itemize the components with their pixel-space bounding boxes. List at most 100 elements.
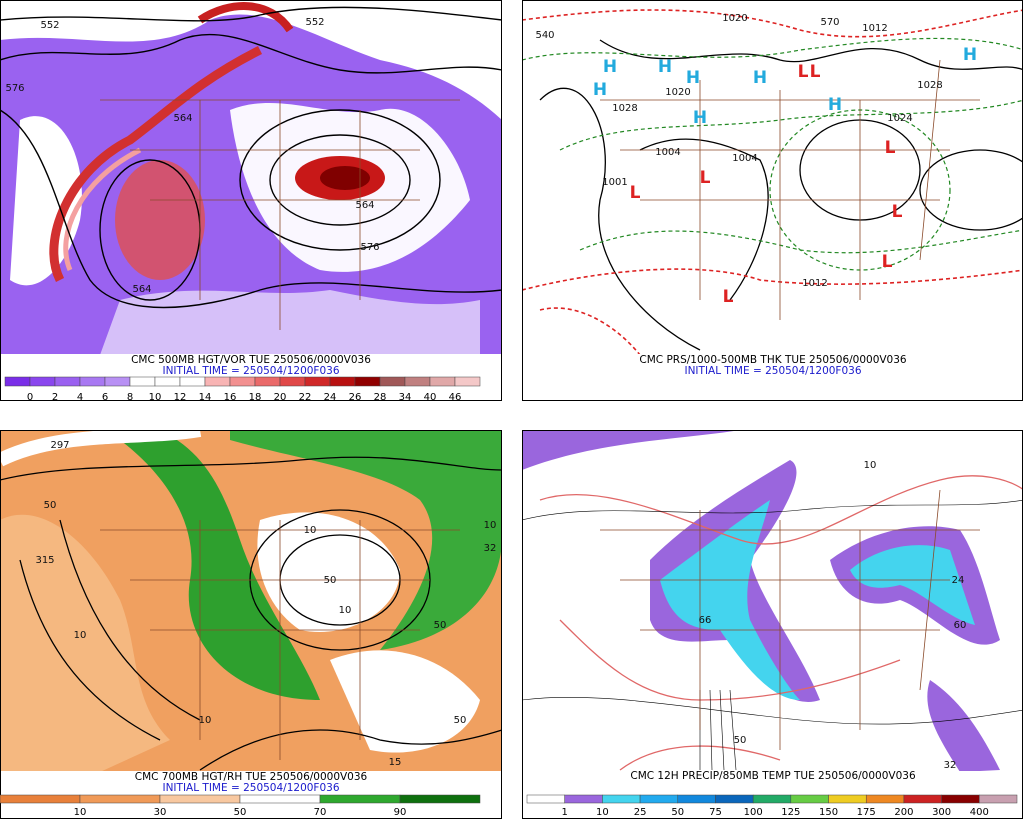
map-label: L: [798, 62, 809, 82]
map-label: 570: [820, 17, 839, 28]
map-label: 50: [44, 500, 57, 511]
colorbar-swatch: [79, 376, 106, 387]
map-label: 32: [944, 760, 957, 771]
map-label: 1028: [612, 103, 637, 114]
map-label: 10: [864, 460, 877, 471]
map-label: 552: [40, 20, 59, 31]
map-label: 1004: [655, 147, 680, 158]
map-label: 315: [35, 555, 54, 566]
colorbar-label: 200: [894, 807, 913, 818]
map-label: 50: [434, 620, 447, 631]
colorbar-swatch: [0, 794, 81, 804]
colorbar-swatch: [319, 794, 401, 804]
colorbar-swatch: [239, 794, 321, 804]
colorbar-swatch: [454, 376, 481, 387]
colorbar-swatch: [304, 376, 331, 387]
colorbar-swatch: [602, 794, 641, 804]
colorbar-label: 26: [349, 392, 362, 403]
colorbar-swatch: [429, 376, 456, 387]
map-label: L: [630, 183, 641, 203]
colorbar-label: 25: [634, 807, 647, 818]
map-label: 24: [952, 575, 965, 586]
map-label: 576: [360, 242, 379, 253]
colorbar-swatch: [154, 376, 181, 387]
colorbar-label: 22: [299, 392, 312, 403]
map-label: 1020: [665, 87, 690, 98]
colorbar-label: 10: [596, 807, 609, 818]
map-pressure: [523, 1, 1023, 354]
initial-time: INITIAL TIME = 250504/1200F036: [162, 365, 339, 377]
map-label: H: [686, 68, 700, 88]
map-label: 10: [484, 520, 497, 531]
colorbar-label: 30: [154, 807, 167, 818]
colorbar-swatch: [379, 376, 406, 387]
colorbar-swatch: [828, 794, 867, 804]
colorbar-label: 0: [27, 392, 33, 403]
colorbar-swatch: [204, 376, 231, 387]
colorbar-label: 150: [819, 807, 838, 818]
map-label: 1004: [732, 153, 757, 164]
panel-frame: [522, 0, 1023, 401]
colorbar-swatch: [179, 376, 206, 387]
colorbar-swatch: [329, 376, 356, 387]
map-label: 1020: [722, 13, 747, 24]
map-label: 1028: [917, 80, 942, 91]
colorbar-swatch: [354, 376, 381, 387]
colorbar-label: 14: [199, 392, 212, 403]
colorbar-label: 50: [234, 807, 247, 818]
colorbar-swatch: [159, 794, 241, 804]
colorbar-swatch: [4, 376, 31, 387]
colorbar-swatch: [715, 794, 754, 804]
map-precip: [523, 431, 1023, 771]
map-label: L: [700, 168, 711, 188]
colorbar-swatch: [526, 794, 565, 804]
colorbar-label: 1: [562, 807, 568, 818]
map-label: 15: [389, 757, 402, 768]
map-label: 50: [324, 575, 337, 586]
map-label: H: [963, 45, 977, 65]
colorbar-label: 10: [149, 392, 162, 403]
map-label: 50: [734, 735, 747, 746]
colorbar-swatch: [104, 376, 131, 387]
map-humidity: [1, 431, 501, 771]
caption: CMC 700MB HGT/RH TUE 250506/0000V036: [135, 771, 368, 783]
colorbar-swatch: [54, 376, 81, 387]
colorbar-swatch: [790, 794, 829, 804]
map-label: 576: [5, 83, 24, 94]
map-label: H: [693, 108, 707, 128]
map-label: 564: [355, 200, 374, 211]
colorbar-label: 8: [127, 392, 133, 403]
colorbar-swatch: [29, 376, 56, 387]
map-label: 552: [305, 17, 324, 28]
colorbar-swatch: [903, 794, 942, 804]
colorbar-label: 16: [224, 392, 237, 403]
map-label: H: [593, 80, 607, 100]
colorbar-label: 28: [374, 392, 387, 403]
colorbar-label: 12: [174, 392, 187, 403]
colorbar-label: 24: [324, 392, 337, 403]
colorbar-swatch: [639, 794, 679, 804]
colorbar-label: 18: [249, 392, 262, 403]
colorbar-label: 70: [314, 807, 327, 818]
map-label: 10: [199, 715, 212, 726]
map-label: 60: [954, 620, 967, 631]
map-label: H: [603, 57, 617, 77]
map-label: 564: [132, 284, 151, 295]
map-label: 1001: [602, 177, 627, 188]
caption: CMC 500MB HGT/VOR TUE 250506/0000V036: [131, 354, 371, 366]
map-label: L: [723, 287, 734, 307]
colorbar-swatch: [254, 376, 281, 387]
map-label: H: [753, 68, 767, 88]
initial-time: INITIAL TIME = 250504/1200F036: [162, 782, 339, 794]
colorbar-swatch: [979, 794, 1018, 804]
map-label: 1024: [887, 113, 912, 124]
caption: CMC 12H PRECIP/850MB TEMP TUE 250506/000…: [630, 770, 916, 782]
colorbar-swatch: [941, 794, 980, 804]
map-vorticity: [1, 1, 501, 354]
colorbar-swatch: [129, 376, 156, 387]
colorbar-swatch: [279, 376, 306, 387]
map-label: 10: [339, 605, 352, 616]
colorbar-label: 100: [744, 807, 763, 818]
